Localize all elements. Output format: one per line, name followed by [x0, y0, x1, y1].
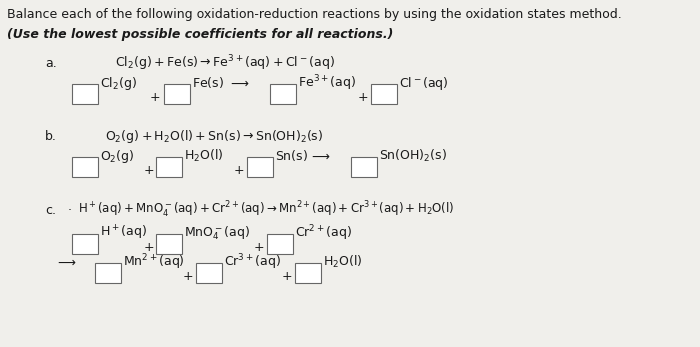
Text: $\mathrm{Cl_2(g) + Fe(s) \rightarrow Fe^{3+}(aq) + Cl^-(aq)}$: $\mathrm{Cl_2(g) + Fe(s) \rightarrow Fe^… — [115, 53, 335, 73]
Text: $\mathrm{Cr^{2+}(aq)}$: $\mathrm{Cr^{2+}(aq)}$ — [295, 223, 352, 243]
Text: +: + — [150, 91, 160, 104]
FancyBboxPatch shape — [72, 84, 98, 104]
Text: +: + — [358, 91, 369, 104]
Text: $\longrightarrow$: $\longrightarrow$ — [228, 77, 250, 90]
FancyBboxPatch shape — [267, 234, 293, 254]
FancyBboxPatch shape — [156, 157, 182, 177]
Text: $\mathrm{Cl^-(aq)}$: $\mathrm{Cl^-(aq)}$ — [399, 75, 449, 92]
FancyBboxPatch shape — [371, 84, 397, 104]
Text: (Use the lowest possible coefficients for all reactions.): (Use the lowest possible coefficients fo… — [7, 28, 393, 41]
Text: c.: c. — [45, 204, 56, 217]
Text: $\mathrm{H^+(aq) + MnO_4^-(aq) + Cr^{2+}(aq) \rightarrow Mn^{2+}(aq) + Cr^{3+}(a: $\mathrm{H^+(aq) + MnO_4^-(aq) + Cr^{2+}… — [78, 200, 454, 220]
Text: $\mathrm{H_2O(l)}$: $\mathrm{H_2O(l)}$ — [184, 148, 223, 164]
Text: $\mathrm{O_2(g)}$: $\mathrm{O_2(g)}$ — [100, 148, 134, 165]
FancyBboxPatch shape — [270, 84, 296, 104]
Text: $\mathrm{Sn(s)}$: $\mathrm{Sn(s)}$ — [275, 148, 308, 163]
FancyBboxPatch shape — [72, 157, 98, 177]
Text: Balance each of the following oxidation-reduction reactions by using the oxidati: Balance each of the following oxidation-… — [7, 8, 622, 21]
Text: $\mathrm{H^+(aq)}$: $\mathrm{H^+(aq)}$ — [100, 224, 147, 243]
FancyBboxPatch shape — [196, 263, 222, 283]
Text: ·: · — [68, 204, 72, 217]
Text: +: + — [254, 241, 265, 254]
Text: $\mathrm{Mn^{2+}(aq)}$: $\mathrm{Mn^{2+}(aq)}$ — [123, 252, 185, 272]
Text: $\mathrm{MnO_4^-(aq)}$: $\mathrm{MnO_4^-(aq)}$ — [184, 225, 250, 243]
FancyBboxPatch shape — [164, 84, 190, 104]
Text: +: + — [234, 164, 244, 177]
Text: $\mathrm{O_2(g) + H_2O(l) + Sn(s) \rightarrow Sn(OH)_2(s)}$: $\mathrm{O_2(g) + H_2O(l) + Sn(s) \right… — [105, 128, 323, 145]
Text: b.: b. — [45, 130, 57, 143]
Text: $\mathrm{Sn(OH)_2(s)}$: $\mathrm{Sn(OH)_2(s)}$ — [379, 148, 447, 164]
FancyBboxPatch shape — [295, 263, 321, 283]
Text: $\longrightarrow$: $\longrightarrow$ — [55, 256, 77, 269]
Text: $\longrightarrow$: $\longrightarrow$ — [309, 150, 331, 163]
Text: +: + — [144, 164, 155, 177]
FancyBboxPatch shape — [351, 157, 377, 177]
Text: +: + — [144, 241, 155, 254]
Text: a.: a. — [45, 57, 57, 70]
FancyBboxPatch shape — [72, 234, 98, 254]
FancyBboxPatch shape — [247, 157, 273, 177]
Text: $\mathrm{Fe^{3+}(aq)}$: $\mathrm{Fe^{3+}(aq)}$ — [298, 73, 356, 93]
Text: $\mathrm{Cl_2(g)}$: $\mathrm{Cl_2(g)}$ — [100, 75, 137, 92]
Text: +: + — [183, 270, 194, 283]
FancyBboxPatch shape — [95, 263, 121, 283]
Text: $\mathrm{H_2O(l)}$: $\mathrm{H_2O(l)}$ — [323, 254, 363, 270]
FancyBboxPatch shape — [156, 234, 182, 254]
Text: +: + — [282, 270, 293, 283]
Text: $\mathrm{Cr^{3+}(aq)}$: $\mathrm{Cr^{3+}(aq)}$ — [224, 252, 281, 272]
Text: $\mathrm{Fe(s)}$: $\mathrm{Fe(s)}$ — [192, 75, 224, 90]
